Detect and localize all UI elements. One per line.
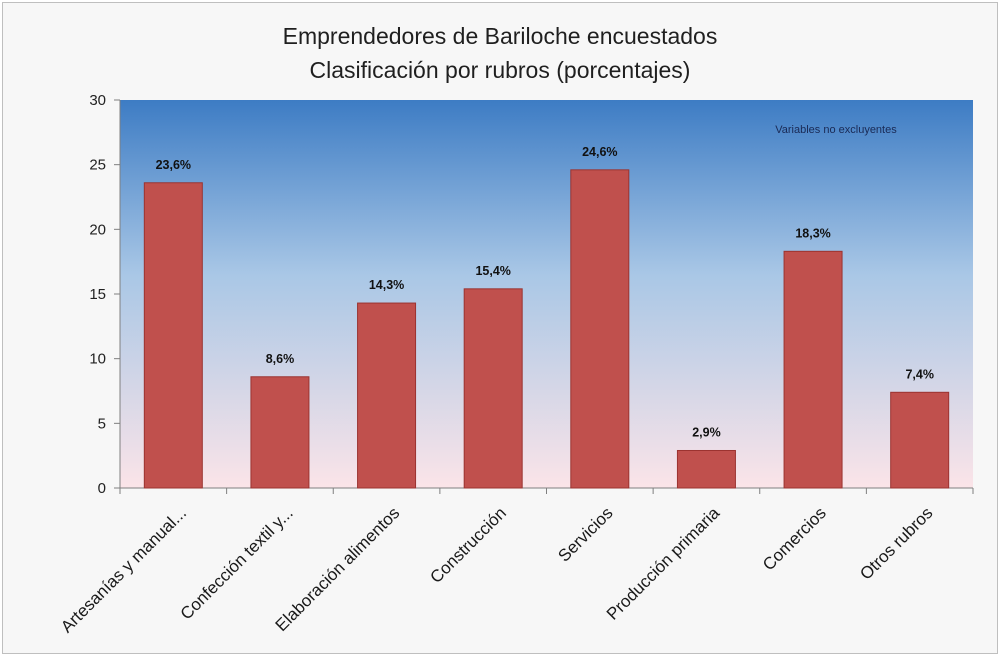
- x-categories-group: Artesanías y manual...Confección textil …: [57, 503, 936, 636]
- chart-title: Emprendedores de Bariloche encuestados: [283, 23, 718, 49]
- x-category-label: Producción primaria: [603, 503, 724, 624]
- y-tick-label: 30: [89, 92, 106, 109]
- bar: [676, 449, 736, 489]
- data-label: 15,4%: [475, 264, 510, 278]
- data-label: 2,9%: [692, 425, 721, 439]
- x-category-label: Confección textil y...: [177, 503, 297, 623]
- x-category-label: Servicios: [554, 503, 616, 565]
- y-tick-label: 25: [89, 157, 106, 174]
- y-tick-label: 15: [89, 286, 106, 303]
- y-tick-label: 10: [89, 351, 106, 368]
- bar: [570, 169, 630, 489]
- bar: [463, 288, 523, 489]
- data-label: 14,3%: [369, 278, 404, 292]
- y-tick-label: 0: [98, 480, 106, 497]
- y-ticks-group: 0 5 10 15 20 25 30: [89, 92, 120, 497]
- y-tick-label: 5: [98, 415, 106, 432]
- data-label: 8,6%: [266, 352, 295, 366]
- bar: [250, 376, 310, 489]
- bars-group: [143, 169, 950, 489]
- x-category-label: Artesanías y manual...: [57, 503, 190, 636]
- chart-subtitle: Clasificación por rubros (porcentajes): [310, 57, 691, 83]
- x-category-label: Otros rubros: [856, 503, 936, 583]
- plot-area: [120, 100, 973, 488]
- x-category-label: Comercios: [759, 503, 830, 574]
- bar: [890, 391, 950, 489]
- chart-annotation: Variables no excluyentes: [775, 124, 897, 136]
- x-category-label: Construcción: [426, 503, 510, 587]
- data-label: 23,6%: [156, 158, 191, 172]
- bar: [357, 302, 417, 489]
- data-label: 7,4%: [905, 367, 934, 381]
- bar: [143, 182, 203, 489]
- bar: [783, 250, 843, 489]
- y-tick-label: 20: [89, 221, 106, 238]
- data-label: 24,6%: [582, 145, 617, 159]
- x-category-label: Elaboración alimentos: [272, 503, 404, 635]
- data-label: 18,3%: [795, 226, 830, 240]
- data-labels-group: 23,6% 8,6% 14,3% 15,4% 24,6% 2,9% 18,3% 7,4%: [156, 145, 934, 440]
